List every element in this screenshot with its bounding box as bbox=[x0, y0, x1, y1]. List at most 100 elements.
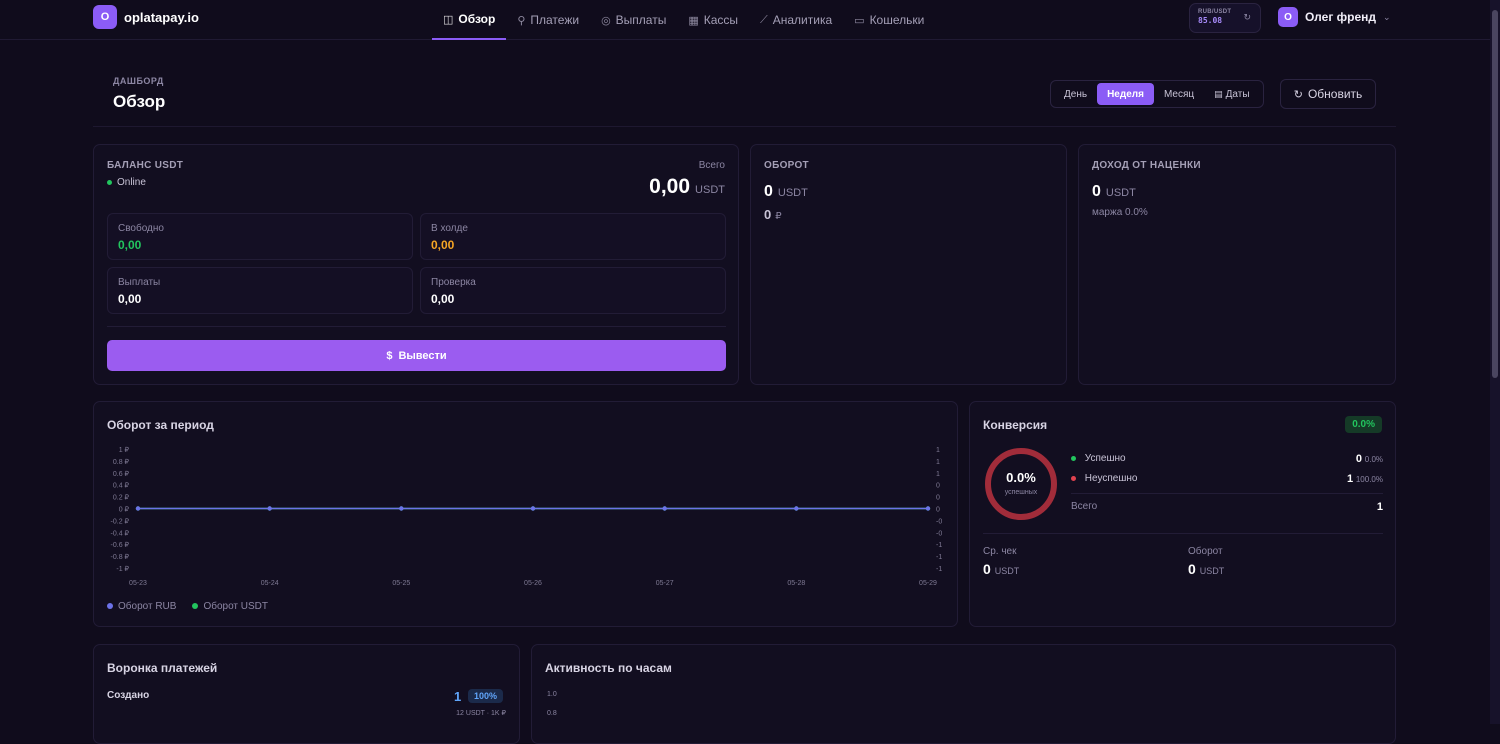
activity-tick: 0.8 bbox=[547, 710, 557, 717]
main-nav: ◫ Обзор ⚲ Платежи ◎ Выплаты ▦ Кассы ⟋ Ан… bbox=[432, 0, 935, 40]
balance-total-value: 0,00 bbox=[649, 175, 691, 198]
nav-item-analytics[interactable]: ⟋ Аналитика bbox=[749, 0, 843, 40]
data-point bbox=[794, 506, 799, 511]
nav-item-label: Кошельки bbox=[869, 13, 925, 27]
turnover-rub: 0 ₽ bbox=[764, 207, 782, 222]
nav-item-cashboxes[interactable]: ▦ Кассы bbox=[677, 0, 749, 40]
nav-item-overview[interactable]: ◫ Обзор bbox=[432, 0, 507, 40]
total-value: 1 bbox=[1376, 501, 1383, 513]
conversion-badge: 0.0% bbox=[1345, 416, 1382, 433]
markup-unit: USDT bbox=[1105, 187, 1136, 199]
rate-label: RUB/USDT bbox=[1198, 9, 1232, 15]
success-stats: 0 0.0% bbox=[1356, 453, 1383, 465]
dollar-icon: $ bbox=[386, 349, 393, 362]
y-tick-left: -0.8 ₽ bbox=[111, 553, 130, 561]
free-balance-tile: Свободно 0,00 bbox=[107, 213, 413, 260]
success-row: Успешно 0 0.0% bbox=[1071, 453, 1383, 467]
avatar: O bbox=[1278, 7, 1298, 27]
fail-row: Неуспешно 1 100.0% bbox=[1071, 473, 1383, 487]
activity-tick: 1.0 bbox=[547, 691, 557, 698]
app-logo[interactable]: O oplatapay.io bbox=[93, 5, 199, 29]
conversion-card: Конверсия 0.0% 0.0% успешных Успешно 0 0… bbox=[969, 401, 1396, 627]
avg-check-value: 0 bbox=[983, 561, 991, 577]
period-chart: 1 ₽ 0.8 ₽ 0.6 ₽ 0.4 ₽ 0.2 ₽ 0 ₽ -0.2 ₽ -0.4 ₽ -0… bbox=[111, 446, 943, 587]
rate-widget[interactable]: RUB/USDT 85.08 ↻ bbox=[1189, 3, 1261, 33]
rate-value: 85.08 bbox=[1198, 16, 1223, 25]
balance-title: БАЛАНС USDT bbox=[107, 160, 184, 171]
refresh-button[interactable]: ↻ Обновить bbox=[1280, 79, 1376, 109]
period-dates-button[interactable]: ▤ Даты bbox=[1204, 83, 1259, 105]
markup-title: ДОХОД ОТ НАЦЕНКИ bbox=[1092, 160, 1201, 171]
period-dates-label: Даты bbox=[1225, 88, 1250, 100]
page-scrollbar[interactable] bbox=[1490, 0, 1500, 724]
total-row: Всего 1 bbox=[1071, 501, 1383, 515]
cashbox-icon: ▦ bbox=[688, 14, 699, 27]
legend-rub[interactable]: Оборот RUB bbox=[107, 601, 176, 612]
chart-title: Оборот за период bbox=[107, 418, 214, 432]
funnel-title: Воронка платежей bbox=[107, 661, 218, 675]
period-day-button[interactable]: День bbox=[1064, 88, 1088, 100]
data-point bbox=[399, 506, 404, 511]
y-tick-right: -1 bbox=[936, 542, 942, 549]
fail-pct: 100.0% bbox=[1355, 475, 1383, 484]
payout-icon: ◎ bbox=[601, 14, 611, 27]
y-tick-right: 1 bbox=[936, 447, 940, 454]
nav-item-label: Выплаты bbox=[615, 13, 667, 27]
nav-item-label: Платежи bbox=[530, 13, 580, 27]
period-month-button[interactable]: Месяц bbox=[1163, 88, 1195, 100]
donut-value: 0.0% bbox=[1006, 470, 1036, 485]
y-tick-left: 0.2 ₽ bbox=[113, 494, 130, 502]
payouts-label: Выплаты bbox=[118, 277, 161, 288]
total-label: Всего bbox=[1071, 501, 1098, 512]
markup-value: 0 bbox=[1092, 183, 1101, 200]
legend-dot-rub bbox=[107, 603, 113, 609]
scrollbar-thumb[interactable] bbox=[1492, 10, 1498, 378]
online-status: Online bbox=[107, 177, 146, 188]
data-point bbox=[135, 506, 141, 511]
data-point bbox=[530, 506, 536, 511]
nav-item-label: Аналитика bbox=[772, 13, 833, 27]
y-tick-left: -0.4 ₽ bbox=[111, 529, 130, 537]
nav-item-payments[interactable]: ⚲ Платежи bbox=[506, 0, 590, 40]
refresh-icon[interactable]: ↻ bbox=[1243, 12, 1251, 22]
logo-mark: O bbox=[93, 5, 117, 29]
activity-title: Активность по часам bbox=[545, 661, 672, 675]
balance-total-label: Всего bbox=[698, 160, 725, 171]
funnel-created-sub: 12 USDT · 1K ₽ bbox=[456, 710, 506, 717]
fail-count: 1 bbox=[1346, 473, 1354, 485]
balance-card: БАЛАНС USDT Online Всего 0,00 USDT Свобо… bbox=[93, 144, 739, 385]
check-balance-tile: Проверка 0,00 bbox=[420, 267, 726, 314]
data-point bbox=[267, 506, 272, 511]
fail-dot-icon bbox=[1071, 475, 1076, 481]
y-tick-left: -0.2 ₽ bbox=[111, 517, 130, 525]
link-icon: ⚲ bbox=[517, 14, 526, 27]
wallet-icon: ▭ bbox=[854, 14, 865, 27]
period-week-button[interactable]: Неделя bbox=[1097, 83, 1154, 105]
y-tick-right: -1 bbox=[936, 566, 942, 573]
payouts-balance-tile: Выплаты 0,00 bbox=[107, 267, 413, 314]
fail-label: Неуспешно bbox=[1084, 473, 1138, 484]
user-menu[interactable]: O Олег френд ⌄ bbox=[1278, 7, 1391, 27]
turnover-rub-unit: ₽ bbox=[775, 211, 782, 222]
status-dot-icon bbox=[107, 180, 112, 185]
legend-usdt-label: Оборот USDT bbox=[203, 601, 269, 612]
y-tick-right: 0 bbox=[936, 495, 940, 502]
legend-usdt[interactable]: Оборот USDT bbox=[192, 601, 268, 612]
dashboard-icon: ◫ bbox=[443, 13, 454, 26]
period-selector: День Неделя Месяц ▤ Даты bbox=[1050, 80, 1264, 108]
conv-turnover-label: Оборот bbox=[1188, 546, 1223, 557]
free-value: 0,00 bbox=[118, 238, 142, 252]
markup-margin: маржа 0.0% bbox=[1092, 207, 1148, 218]
balance-total-unit: USDT bbox=[695, 184, 725, 196]
turnover-title: ОБОРОТ bbox=[764, 160, 809, 171]
success-pct: 0.0% bbox=[1364, 455, 1383, 464]
page-title: Обзор bbox=[113, 92, 166, 111]
hold-value: 0,00 bbox=[431, 238, 455, 252]
conversion-divider bbox=[1071, 493, 1383, 494]
nav-item-payouts[interactable]: ◎ Выплаты bbox=[590, 0, 677, 40]
withdraw-button[interactable]: $ Вывести bbox=[107, 340, 726, 371]
turnover-usdt-value: 0 bbox=[764, 183, 773, 200]
y-tick-right: -0 bbox=[936, 530, 942, 537]
calendar-icon: ▤ bbox=[1214, 88, 1223, 99]
nav-item-wallets[interactable]: ▭ Кошельки bbox=[843, 0, 935, 40]
